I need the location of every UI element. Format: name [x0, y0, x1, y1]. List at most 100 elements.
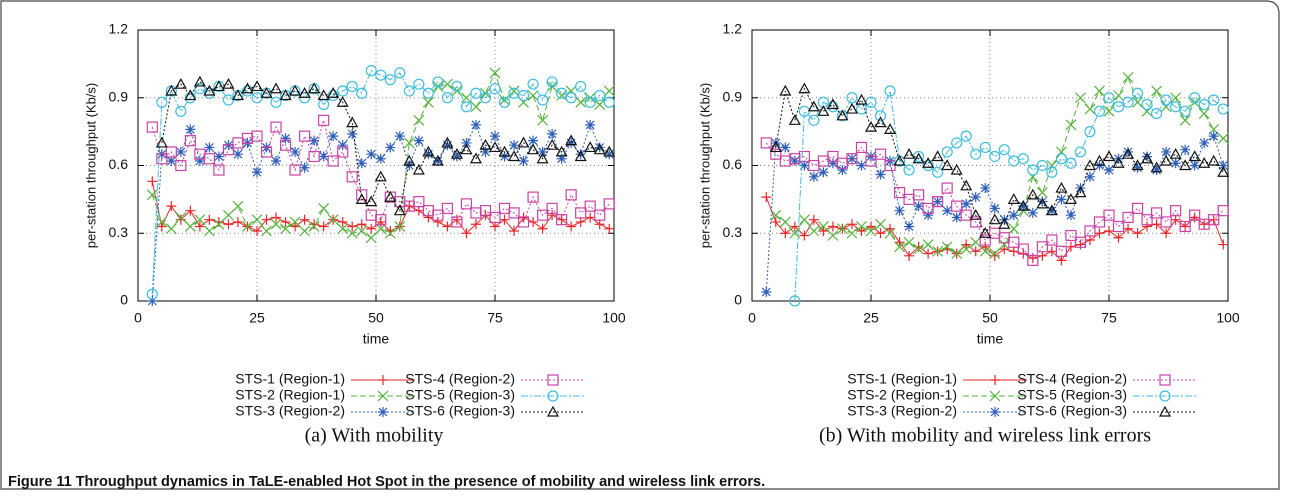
marker [413, 135, 424, 146]
marker [222, 94, 235, 106]
marker [941, 159, 954, 171]
marker [203, 225, 215, 237]
marker [837, 165, 848, 176]
marker [980, 241, 991, 252]
marker [1083, 159, 1096, 171]
marker [894, 241, 905, 253]
marker [346, 171, 358, 183]
marker [950, 163, 963, 175]
marker [913, 243, 925, 255]
marker [374, 170, 387, 182]
x-tick-label: 50 [982, 310, 998, 326]
marker [1036, 197, 1049, 209]
marker [846, 153, 858, 165]
marker [156, 221, 167, 232]
marker [1217, 132, 1229, 144]
marker [874, 148, 887, 160]
marker [808, 214, 819, 225]
marker [969, 208, 982, 220]
marker [175, 214, 186, 225]
marker [165, 146, 177, 158]
marker [213, 216, 224, 227]
marker [1084, 235, 1095, 246]
marker [270, 218, 282, 230]
marker [146, 189, 158, 201]
marker [1064, 193, 1077, 204]
marker [423, 212, 434, 223]
marker [498, 145, 511, 157]
marker [1103, 92, 1115, 104]
series-line [151, 123, 610, 302]
series-line [775, 87, 1224, 235]
marker [818, 225, 829, 236]
x-tick-label: 25 [863, 310, 879, 326]
marker [270, 96, 282, 108]
marker [442, 140, 453, 151]
figure-text: Throughput dynamics in TaLE-enabled Hot … [76, 474, 765, 490]
marker [556, 153, 567, 164]
marker [960, 209, 972, 221]
marker [903, 164, 915, 176]
legend-label: STS-5 (Region-3) [405, 387, 515, 403]
marker [1170, 205, 1182, 217]
marker [337, 140, 348, 151]
marker [450, 147, 463, 159]
marker [299, 162, 310, 173]
marker [185, 124, 196, 135]
legend-marker [990, 375, 1000, 385]
marker [509, 225, 520, 236]
marker [998, 217, 1011, 229]
marker [252, 225, 262, 236]
marker [1103, 209, 1115, 221]
marker [1189, 92, 1201, 104]
figure-caption: Figure 11 Throughput dynamics in TaLE-en… [8, 474, 765, 490]
marker [1160, 154, 1173, 166]
marker [251, 214, 263, 226]
marker [1075, 239, 1086, 250]
marker [317, 89, 330, 101]
marker [1036, 241, 1048, 253]
marker [1217, 205, 1229, 217]
marker [922, 202, 934, 215]
marker [222, 144, 235, 156]
marker [470, 101, 482, 113]
marker [366, 223, 377, 234]
marker [1131, 159, 1144, 171]
marker [894, 205, 905, 216]
marker [989, 150, 1001, 163]
marker [827, 158, 838, 169]
marker [817, 105, 830, 116]
marker [1179, 220, 1191, 233]
marker [194, 214, 206, 226]
marker [1131, 202, 1144, 215]
marker [470, 219, 481, 230]
marker [184, 92, 196, 104]
marker [547, 210, 558, 221]
marker [174, 77, 187, 89]
marker [1112, 220, 1125, 233]
marker [413, 196, 425, 208]
marker [460, 143, 473, 155]
marker [575, 96, 587, 108]
marker [1170, 158, 1181, 169]
marker [979, 234, 991, 246]
marker [279, 139, 292, 151]
marker [1198, 98, 1210, 111]
marker [594, 99, 606, 110]
x-tick-label: 25 [249, 310, 265, 326]
marker [441, 136, 454, 148]
marker [761, 286, 772, 297]
x-tick-label: 0 [748, 310, 756, 326]
marker [232, 149, 243, 160]
marker [461, 228, 472, 239]
marker [489, 67, 501, 79]
marker [760, 137, 772, 149]
legend-label: STS-1 (Region-1) [847, 371, 957, 387]
y-tick-label: 1.2 [723, 21, 743, 37]
marker [1027, 254, 1039, 266]
marker [185, 205, 196, 216]
marker [365, 65, 377, 77]
marker [289, 84, 302, 96]
marker [1161, 146, 1172, 157]
marker [375, 69, 387, 81]
